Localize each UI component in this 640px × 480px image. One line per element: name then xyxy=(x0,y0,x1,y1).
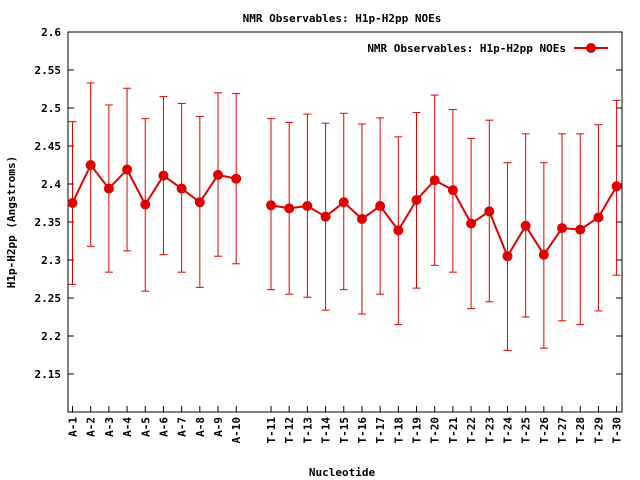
y-axis: 2.15 2.2 2.25 2.3 2.35 2.4 2.45 2.5 2.55 2.6 xyxy=(35,26,622,381)
x-tick-label: T-26 xyxy=(538,417,551,444)
data-point xyxy=(429,175,440,186)
y-tick-label: 2.3 xyxy=(41,254,61,267)
data-point xyxy=(67,198,78,208)
data-point xyxy=(158,170,169,181)
data-point xyxy=(466,218,477,229)
data-point xyxy=(611,181,622,192)
data-point xyxy=(538,249,549,260)
data-point xyxy=(320,211,331,222)
y-tick-label: 2.2 xyxy=(41,330,61,343)
x-tick-label: T-15 xyxy=(338,417,351,444)
data-point xyxy=(338,197,349,208)
x-tick-label: A-5 xyxy=(139,417,152,437)
x-tick-label: T-20 xyxy=(429,417,442,444)
data-point xyxy=(484,206,495,217)
x-tick-label: T-13 xyxy=(301,417,314,444)
series-line-a xyxy=(71,163,237,207)
data-point xyxy=(176,183,187,194)
data-point xyxy=(284,203,295,214)
x-tick-label: A-4 xyxy=(121,417,134,437)
data-point xyxy=(520,220,531,231)
x-tick-label: A-10 xyxy=(230,417,243,444)
data-point xyxy=(593,212,604,223)
legend: NMR Observables: H1p-H2pp NOEs xyxy=(367,42,608,55)
x-tick-label: A-3 xyxy=(103,417,116,437)
x-tick-label: T-27 xyxy=(556,417,569,444)
data-point xyxy=(103,183,114,194)
x-tick-label: A-7 xyxy=(176,417,189,437)
x-tick-label: T-11 xyxy=(265,417,278,444)
x-tick-label: T-28 xyxy=(574,417,587,444)
data-point xyxy=(266,200,276,211)
x-tick-label: T-30 xyxy=(611,417,624,444)
x-tick-label: T-21 xyxy=(447,417,460,444)
plot-frame xyxy=(67,31,623,413)
data-point xyxy=(502,251,513,262)
x-tick-label: T-24 xyxy=(501,417,514,444)
x-tick-label: T-16 xyxy=(356,417,369,444)
y-axis-label: H1p-H2pp (Angstroms) xyxy=(5,156,18,288)
data-point xyxy=(575,224,586,235)
x-axis-label: Nucleotide xyxy=(309,466,376,479)
series-h1p-h2pp xyxy=(67,82,622,351)
data-point xyxy=(557,223,568,234)
data-point xyxy=(122,164,133,175)
y-tick-label: 2.55 xyxy=(35,64,62,77)
x-tick-label: T-19 xyxy=(411,417,424,444)
legend-marker xyxy=(586,43,596,53)
x-tick-label: T-23 xyxy=(483,417,496,444)
data-point xyxy=(447,185,458,196)
x-tick-label: T-14 xyxy=(320,417,333,444)
y-tick-label: 2.25 xyxy=(35,292,62,305)
data-point xyxy=(85,160,96,170)
y-tick-label: 2.15 xyxy=(35,368,62,381)
legend-label: NMR Observables: H1p-H2pp NOEs xyxy=(367,42,566,55)
x-tick-label: T-22 xyxy=(465,417,478,444)
y-tick-label: 2.35 xyxy=(35,216,62,229)
data-point xyxy=(411,194,422,205)
x-tick-label: T-25 xyxy=(520,417,533,444)
data-point xyxy=(213,169,224,180)
x-tick-label: A-8 xyxy=(194,417,207,437)
x-tick-label: T-18 xyxy=(392,417,405,444)
data-point xyxy=(356,213,367,224)
y-tick-label: 2.4 xyxy=(41,178,61,191)
data-point xyxy=(393,225,404,236)
y-tick-label: 2.6 xyxy=(41,26,61,39)
x-axis: A-1 A-2 A-3 A-4 A-5 A-6 A-7 A-8 A-9 A-10 T-11 T-12 T… xyxy=(67,406,624,444)
x-tick-label: T-12 xyxy=(283,417,296,444)
data-point xyxy=(194,197,205,208)
data-point xyxy=(140,199,151,210)
x-tick-label: A-2 xyxy=(85,417,98,437)
data-point xyxy=(302,201,313,212)
y-tick-label: 2.45 xyxy=(35,140,62,153)
x-tick-label: A-9 xyxy=(212,417,225,437)
y-tick-label: 2.5 xyxy=(41,102,61,115)
x-tick-label: T-29 xyxy=(592,417,605,444)
x-tick-label: A-6 xyxy=(157,417,170,437)
data-point xyxy=(231,173,242,184)
data-point xyxy=(375,201,386,212)
chart-title: NMR Observables: H1p-H2pp NOEs xyxy=(243,12,442,25)
x-tick-label: A-1 xyxy=(67,417,80,437)
x-tick-label: T-17 xyxy=(374,417,387,444)
